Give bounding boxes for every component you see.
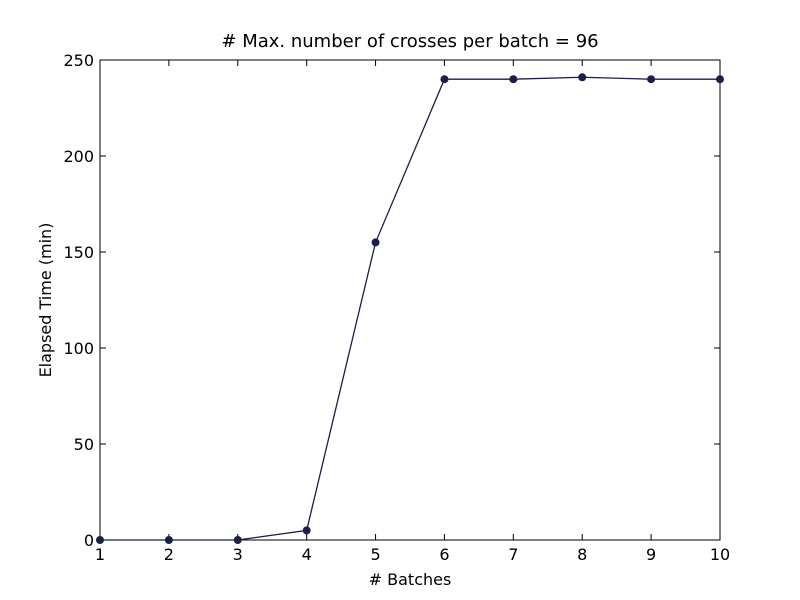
data-point — [647, 75, 656, 84]
data-point — [578, 73, 587, 82]
data-point — [96, 536, 104, 544]
data-point — [233, 536, 242, 544]
chart-title: # Max. number of crosses per batch = 96 — [221, 31, 598, 52]
x-axis-label: # Batches — [369, 570, 452, 589]
y-tick-label: 100 — [63, 339, 94, 358]
y-tick-label: 50 — [74, 435, 94, 454]
x-tick-label: 3 — [233, 545, 243, 564]
y-tick-label: 150 — [63, 243, 94, 262]
y-tick-label: 0 — [84, 531, 94, 550]
x-tick-label: 2 — [164, 545, 174, 564]
x-tick-label: 4 — [302, 545, 312, 564]
y-tick-label: 200 — [63, 147, 94, 166]
x-tick-label: 1 — [95, 545, 105, 564]
y-axis-label: Elapsed Time (min) — [36, 223, 55, 378]
data-point — [302, 526, 311, 535]
data-point — [164, 536, 173, 544]
plot-frame — [99, 59, 721, 541]
x-tick-label: 10 — [710, 545, 730, 564]
x-tick-label: 6 — [439, 545, 449, 564]
x-tick-label: 8 — [577, 545, 587, 564]
x-tick-label: 5 — [370, 545, 380, 564]
data-point — [716, 75, 724, 84]
data-point — [509, 75, 518, 84]
series-line — [100, 76, 720, 541]
y-tick-label: 250 — [63, 51, 94, 70]
data-point — [371, 238, 380, 247]
x-tick-label: 7 — [508, 545, 518, 564]
data-point — [440, 75, 449, 84]
x-tick-label: 9 — [646, 545, 656, 564]
